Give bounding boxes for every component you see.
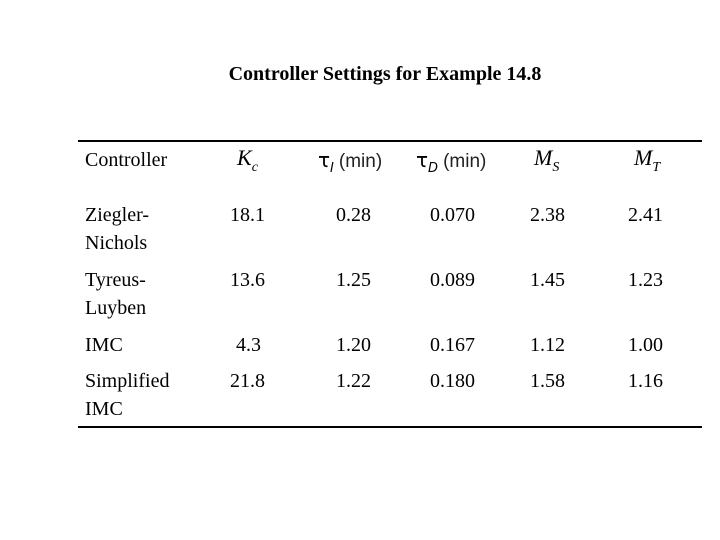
- row-label-ziegler-nichols: Ziegler- Nichols: [85, 201, 215, 257]
- row-label-text: Simplified IMC: [85, 370, 170, 420]
- cell-tau-i: 1.25: [336, 269, 371, 291]
- row-label-simplified-imc: Simplified IMC: [85, 367, 215, 423]
- cell-kc: 13.6: [230, 269, 265, 291]
- cell-ms: 2.38: [530, 204, 565, 226]
- cell-ms: 1.58: [530, 370, 565, 392]
- table-bottom-rule: [78, 426, 702, 428]
- row-label-text: Tyreus- Luyben: [85, 269, 147, 319]
- row-label-text: Ziegler- Nichols: [85, 204, 150, 254]
- header-tau-i-unit: (min): [338, 151, 383, 172]
- cell-ms: 1.45: [530, 269, 565, 291]
- cell-mt: 1.16: [628, 370, 663, 392]
- row-label-imc: IMC: [85, 334, 123, 356]
- cell-ms: 1.12: [530, 334, 565, 356]
- cell-tau-i: 1.22: [336, 370, 371, 392]
- header-mt-main: M: [634, 145, 653, 170]
- cell-mt: 1.00: [628, 334, 663, 356]
- header-tau-d: τD (min): [416, 146, 486, 178]
- header-ms: MS: [534, 144, 559, 176]
- cell-kc: 21.8: [230, 370, 265, 392]
- header-tau-d-unit: (min): [443, 151, 487, 172]
- header-kc-sub: c: [251, 160, 258, 175]
- header-kc-main: K: [237, 145, 252, 170]
- cell-kc: 4.3: [236, 334, 261, 356]
- table-title: Controller Settings for Example 14.8: [228, 63, 542, 85]
- header-tau-i-symbol: τ: [318, 148, 331, 172]
- header-mt-sub: T: [652, 160, 661, 175]
- cell-tau-i: 1.20: [336, 334, 371, 356]
- header-kc: Kc: [237, 144, 258, 176]
- table-top-rule: [78, 140, 702, 142]
- cell-mt: 1.23: [628, 269, 663, 291]
- cell-tau-d: 0.167: [430, 334, 475, 356]
- header-tau-i-sub: I: [330, 161, 334, 176]
- header-ms-main: M: [534, 145, 553, 170]
- cell-kc: 18.1: [230, 204, 265, 226]
- header-ms-sub: S: [552, 160, 560, 175]
- cell-tau-d: 0.089: [430, 269, 475, 291]
- header-mt: MT: [634, 144, 660, 176]
- header-tau-d-symbol: τ: [416, 148, 429, 172]
- header-controller: Controller: [85, 149, 168, 171]
- cell-tau-d: 0.070: [430, 204, 475, 226]
- row-label-tyreus-luyben: Tyreus- Luyben: [85, 266, 215, 322]
- header-tau-d-sub: D: [428, 161, 439, 176]
- header-tau-i: τI (min): [318, 146, 382, 178]
- cell-mt: 2.41: [628, 204, 663, 226]
- cell-tau-d: 0.180: [430, 370, 475, 392]
- cell-tau-i: 0.28: [336, 204, 371, 226]
